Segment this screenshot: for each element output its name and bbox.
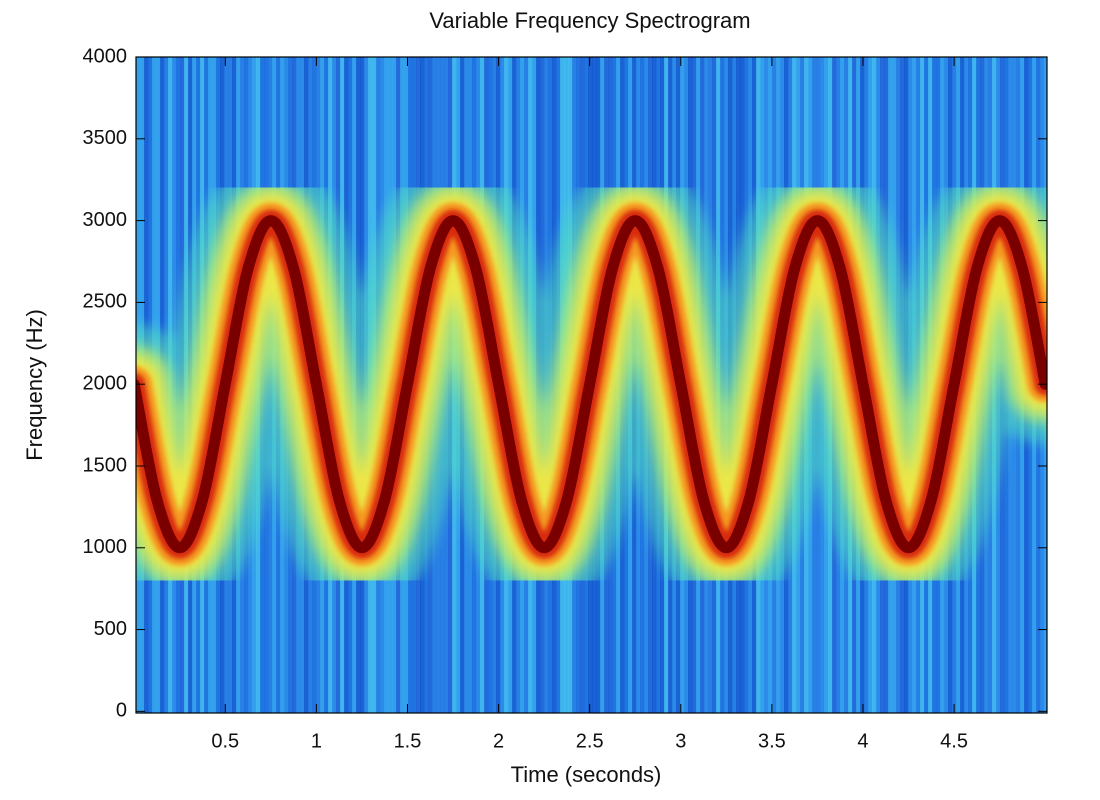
x-tick-label: 3.5 — [758, 730, 786, 752]
y-tick-label: 1000 — [83, 536, 128, 558]
plot-frame — [135, 56, 1048, 714]
axes: 0.5 1 1.5 2 2.5 3 3.5 4 4.5 0 500 1000 1500 2000 2500 3… — [83, 45, 1048, 752]
x-tick-label: 4 — [857, 730, 868, 752]
y-tick-label: 1500 — [83, 454, 128, 476]
y-tick-label: 2500 — [83, 291, 128, 313]
y-tick-label: 500 — [94, 618, 127, 640]
chart-title: Variable Frequency Spectrogram — [429, 8, 750, 33]
y-axis-label: Frequency (Hz) — [22, 309, 47, 461]
y-tick-label: 2000 — [83, 372, 128, 394]
x-tick-label: 2.5 — [576, 730, 604, 752]
plot-area — [136, 57, 1047, 713]
y-tick-label: 4000 — [83, 45, 128, 67]
x-tick-label: 4.5 — [940, 730, 968, 752]
y-tick-label: 3000 — [83, 209, 128, 231]
y-tick-label: 0 — [116, 700, 127, 722]
y-tick-label: 3500 — [83, 127, 128, 149]
x-axis-label: Time (seconds) — [511, 762, 662, 787]
x-tick-label: 1.5 — [394, 730, 422, 752]
frequency-ridge — [136, 215, 1047, 554]
x-tick-label: 2 — [493, 730, 504, 752]
x-tick-label: 0.5 — [211, 730, 239, 752]
x-tick-label: 3 — [675, 730, 686, 752]
x-tick-label: 1 — [311, 730, 322, 752]
